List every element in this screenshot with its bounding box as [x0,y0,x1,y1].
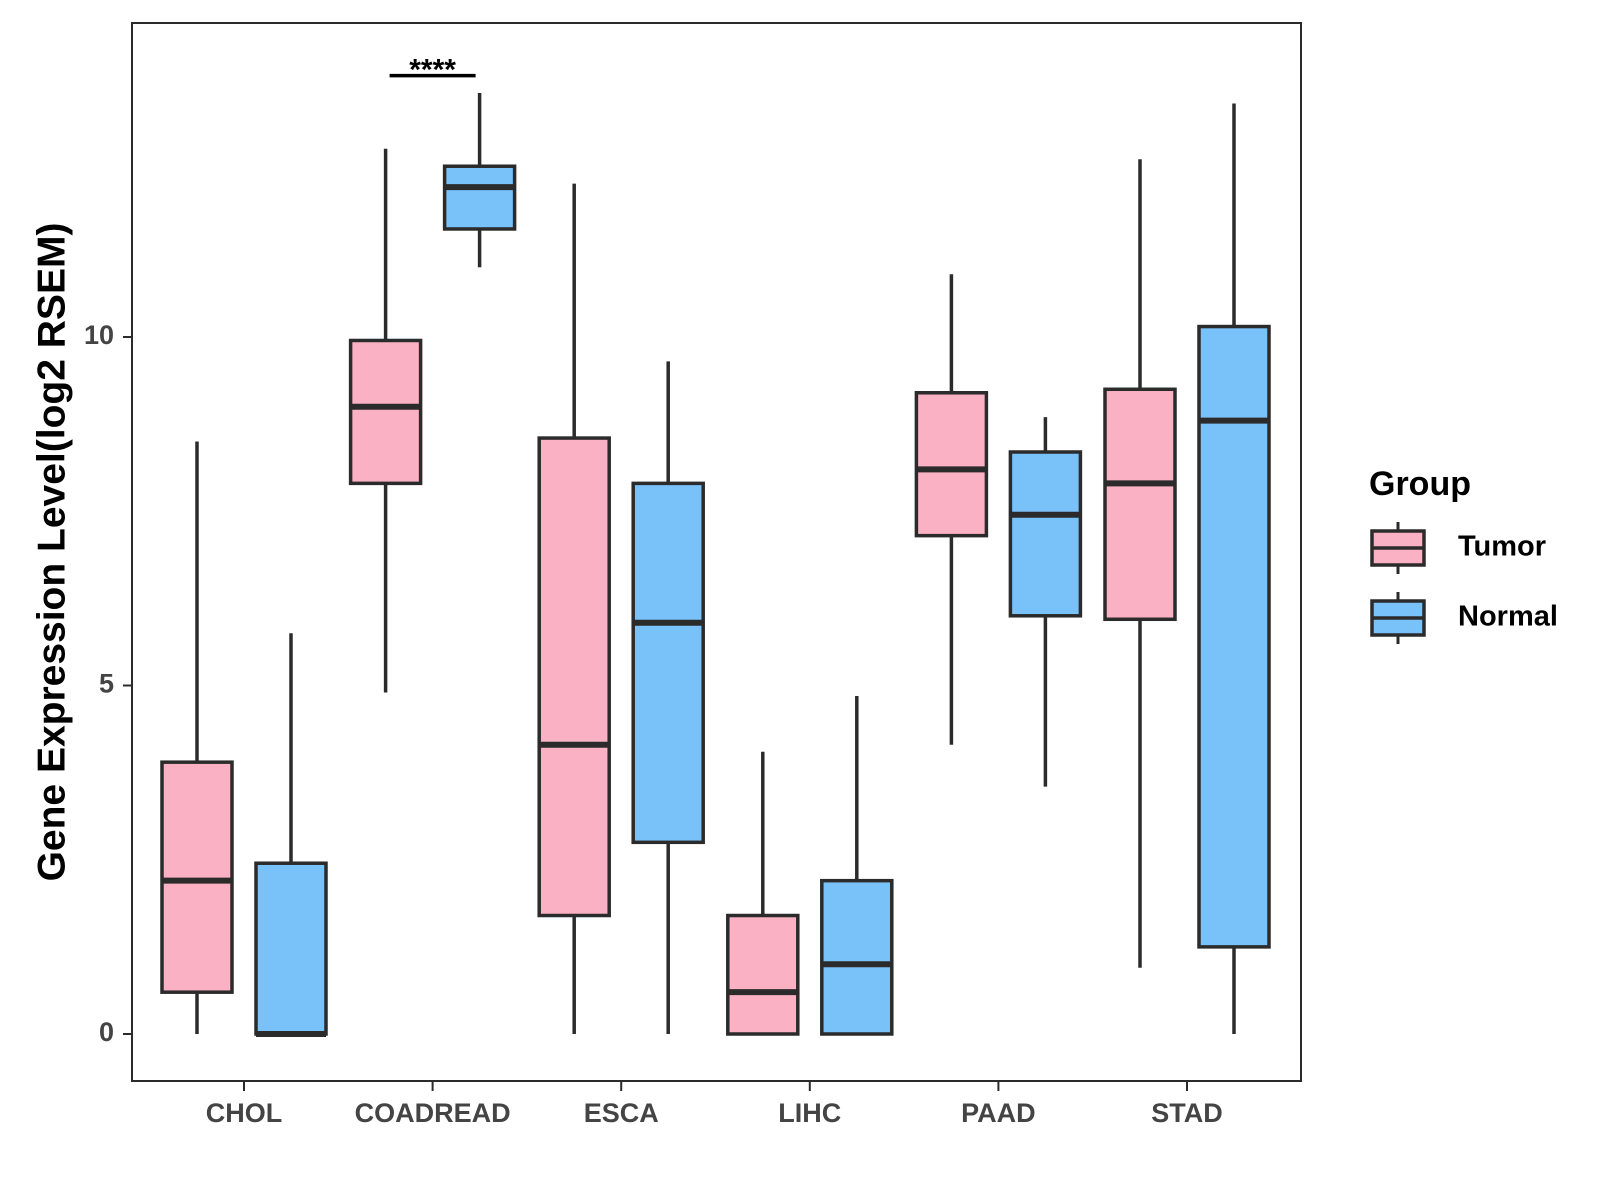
box-iqr [348,338,423,486]
box-normal-esca [631,361,705,1034]
box-normal-lihc [820,695,894,1036]
x-tick-label: CHOL [206,1098,283,1128]
box-iqr [254,861,328,1036]
x-tick-label: ESCA [584,1098,659,1128]
significance-annotations: **** [389,54,476,87]
x-tick-label: COADREAD [355,1098,511,1128]
box-iqr [1197,324,1271,949]
legend-key-normal [1370,592,1426,644]
box-tumor-esca [537,183,611,1034]
box-tumor-coadread [348,148,423,693]
box-tumor-stad [1103,159,1177,968]
x-axis: CHOL COADREAD ESCA LIHC PAAD STAD [206,1081,1223,1128]
box-iqr [726,913,800,1036]
y-tick-label: 5 [99,669,114,699]
legend-keys [1370,522,1426,644]
box-iqr [631,481,705,845]
box-iqr [820,878,894,1036]
x-tick-label: PAAD [961,1098,1036,1128]
legend-label-normal: Normal [1458,601,1558,633]
box-iqr [914,391,989,538]
legend-key-tumor [1370,522,1426,574]
x-tick-label: LIHC [778,1098,841,1128]
y-axis-title: Gene Expression Level(log2 RSEM) [30,223,73,882]
box-iqr [537,436,611,918]
box-iqr [1103,387,1177,622]
y-tick-label: 10 [84,320,114,350]
box-tumor-paad [914,274,989,745]
box-iqr [442,164,517,231]
box-layer [160,93,1271,1037]
box-normal-paad [1008,417,1083,787]
y-axis: 0 5 10 [84,320,132,1047]
box-normal-stad [1197,103,1271,1034]
box-normal-chol [254,633,328,1037]
significance-label: **** [409,54,456,87]
box-tumor-lihc [726,751,800,1036]
legend-label-tumor: Tumor [1458,531,1546,563]
box-normal-coadread [442,93,517,268]
legend: Group Tumor Normal [1369,465,1558,644]
legend-title: Group [1369,465,1471,503]
box-iqr [1008,450,1083,618]
x-tick-label: STAD [1151,1098,1223,1128]
y-tick-label: 0 [99,1017,114,1047]
box-iqr [160,760,234,994]
box-tumor-chol [160,441,234,1034]
